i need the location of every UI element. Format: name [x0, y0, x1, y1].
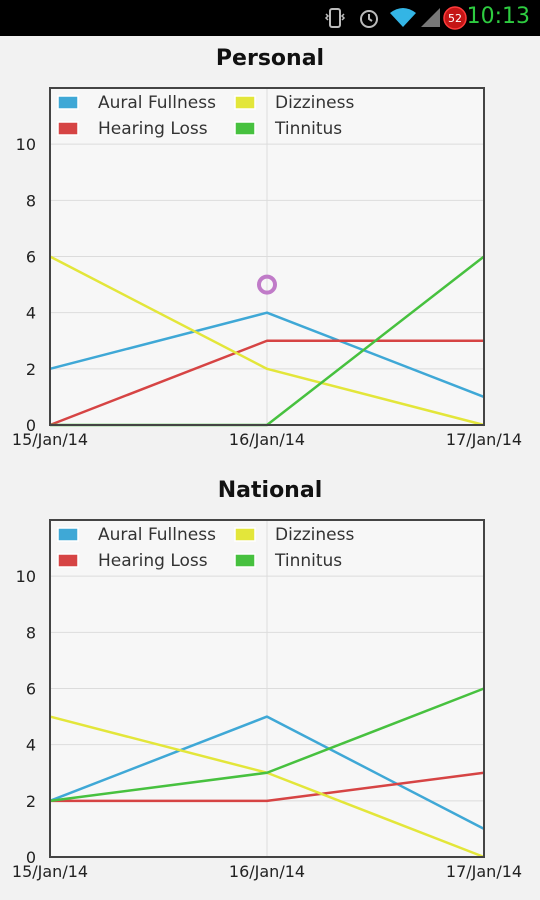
plot-frame	[49, 519, 485, 858]
y-tick-label: 2	[26, 792, 36, 811]
y-tick-label: 10	[16, 567, 36, 586]
clock: 10:13	[466, 4, 530, 29]
series-line	[50, 771, 485, 803]
series-line	[49, 339, 484, 427]
legend-swatch	[234, 527, 256, 542]
y-tick-label: 6	[26, 680, 36, 699]
battery-icon: 52	[443, 6, 467, 30]
y-tick-label: 2	[26, 360, 36, 379]
series-line	[49, 687, 485, 803]
legend-label: Tinnitus	[274, 551, 342, 571]
personal-chart: 0 2 4 6 8 10 15/Jan/14 16/Jan/14 17/Jan/14 Aural …	[12, 87, 522, 449]
wifi-icon	[390, 8, 416, 27]
legend-swatch	[234, 121, 256, 136]
legend-label: Dizziness	[275, 93, 354, 113]
y-tick-label: 0	[26, 848, 36, 867]
chart-title-personal: Personal	[215, 46, 325, 71]
battery-level: 52	[448, 12, 462, 25]
status-bar: 52 10:13	[0, 0, 540, 36]
x-tick-label: 15/Jan/14	[12, 862, 88, 881]
vibrate-icon	[324, 8, 346, 28]
x-tick-label: 16/Jan/14	[229, 862, 305, 881]
signal-icon	[421, 8, 440, 27]
plot-frame	[49, 87, 485, 426]
y-tick-label: 8	[26, 191, 36, 210]
series-line	[49, 311, 485, 399]
legend-label: Aural Fullness	[98, 93, 216, 113]
alarm-icon	[360, 10, 378, 28]
x-tick-label: 16/Jan/14	[229, 430, 305, 449]
legend-swatch	[57, 527, 79, 542]
data-marker	[257, 274, 277, 295]
legend-label: Hearing Loss	[98, 551, 208, 571]
legend-swatch	[57, 553, 79, 568]
legend-swatch	[57, 121, 79, 136]
legend-swatch	[234, 95, 256, 110]
legend-label: Aural Fullness	[98, 525, 216, 545]
x-tick-label: 17/Jan/14	[446, 430, 522, 449]
legend-label: Hearing Loss	[98, 119, 208, 139]
series-line	[49, 255, 485, 427]
y-tick-label: 10	[16, 135, 36, 154]
legend-label: Dizziness	[275, 525, 354, 545]
legend-swatch	[57, 95, 79, 110]
y-tick-label: 4	[26, 736, 36, 755]
x-tick-label: 17/Jan/14	[446, 862, 522, 881]
y-tick-label: 4	[26, 304, 36, 323]
national-chart: 0 2 4 6 8 10 15/Jan/14 16/Jan/14 17/Jan/14 Aural …	[12, 519, 522, 881]
legend-swatch	[234, 553, 256, 568]
y-tick-label: 8	[26, 623, 36, 642]
chart-title-national: National	[217, 478, 323, 503]
x-tick-label: 15/Jan/14	[12, 430, 88, 449]
y-tick-label: 6	[26, 248, 36, 267]
y-tick-label: 0	[26, 416, 36, 435]
series-line	[49, 715, 485, 831]
legend-label: Tinnitus	[274, 119, 342, 139]
